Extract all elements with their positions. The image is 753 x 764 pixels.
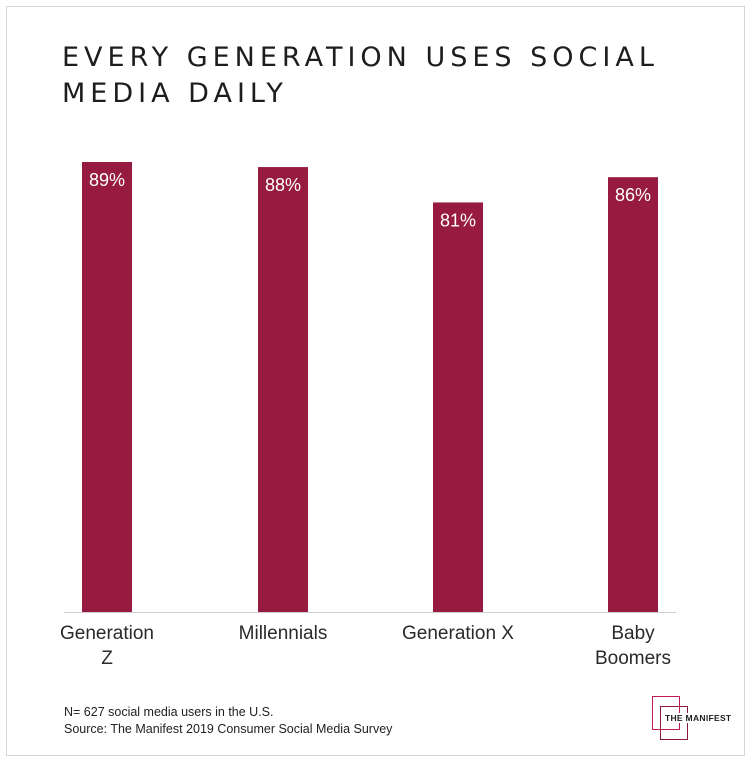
manifest-logo: THE MANIFEST — [652, 696, 733, 744]
bar-value-label-4: 86% — [615, 185, 651, 205]
bar-value-label-2: 88% — [265, 175, 301, 195]
bar-value-label-1: 89% — [89, 170, 125, 190]
category-label-2: Millennials — [239, 623, 328, 644]
bar-2 — [258, 167, 308, 612]
footnote: N= 627 social media users in the U.S. So… — [64, 704, 392, 738]
category-label-4: Baby Boomers — [595, 623, 671, 669]
bar-3 — [433, 202, 483, 612]
category-label-3: Generation X — [402, 623, 514, 644]
bar-1 — [82, 162, 132, 612]
source-note: Source: The Manifest 2019 Consumer Socia… — [64, 722, 393, 736]
sample-note: N= 627 social media users in the U.S. — [64, 705, 274, 719]
bar-value-label-3: 81% — [440, 210, 476, 230]
chart-title: EVERY GENERATION USES SOCIAL MEDIA DAILY — [62, 42, 659, 109]
logo-square-inner — [660, 706, 688, 740]
bar-4 — [608, 177, 658, 613]
logo-text: THE MANIFEST — [664, 713, 733, 723]
category-label-1: Generation Z — [60, 623, 154, 669]
